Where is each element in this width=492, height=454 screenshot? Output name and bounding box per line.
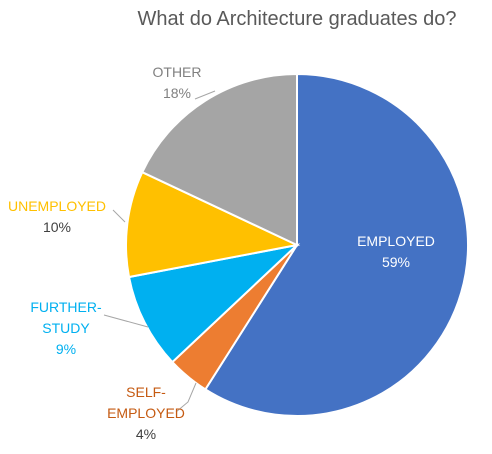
data-label-value: 9% (56, 341, 76, 357)
pie-slices (125, 72, 469, 417)
leader-lines (103, 90, 216, 413)
data-label-unemployed: UNEMPLOYED 10% (8, 198, 106, 235)
data-label-value: 4% (136, 426, 156, 442)
data-label-category: UNEMPLOYED (8, 198, 106, 214)
chart-title: What do Architecture graduates do? (137, 8, 456, 30)
leader-line-further-study (103, 314, 149, 328)
data-labels: EMPLOYED 59% SELF- EMPLOYED 4% FURTHER- STUDY 9… (8, 64, 435, 442)
data-label-self-employed: SELF- EMPLOYED 4% (107, 384, 185, 442)
pie-slice-unemployed (125, 170, 301, 279)
data-label-value: 59% (382, 254, 410, 270)
data-label-category: EMPLOYED (357, 233, 435, 249)
data-label-other: OTHER 18% (153, 64, 202, 101)
leader-line-unemployed (112, 209, 126, 223)
pie-slice-employed (203, 72, 469, 417)
leader-line-other (194, 90, 216, 100)
pie-slice-further-study (127, 243, 301, 364)
data-label-value: 18% (163, 85, 191, 101)
data-label-category: STUDY (42, 320, 90, 336)
data-label-category: OTHER (153, 64, 202, 80)
data-label-employed: EMPLOYED 59% (357, 233, 435, 270)
data-label-category: EMPLOYED (107, 405, 185, 421)
data-label-category: FURTHER- (30, 299, 102, 315)
data-label-value: 10% (43, 219, 71, 235)
data-label-category: SELF- (126, 384, 166, 400)
data-label-further-study: FURTHER- STUDY 9% (30, 299, 102, 357)
leader-line-self-employed (175, 382, 197, 413)
pie-slice-other (140, 72, 298, 247)
